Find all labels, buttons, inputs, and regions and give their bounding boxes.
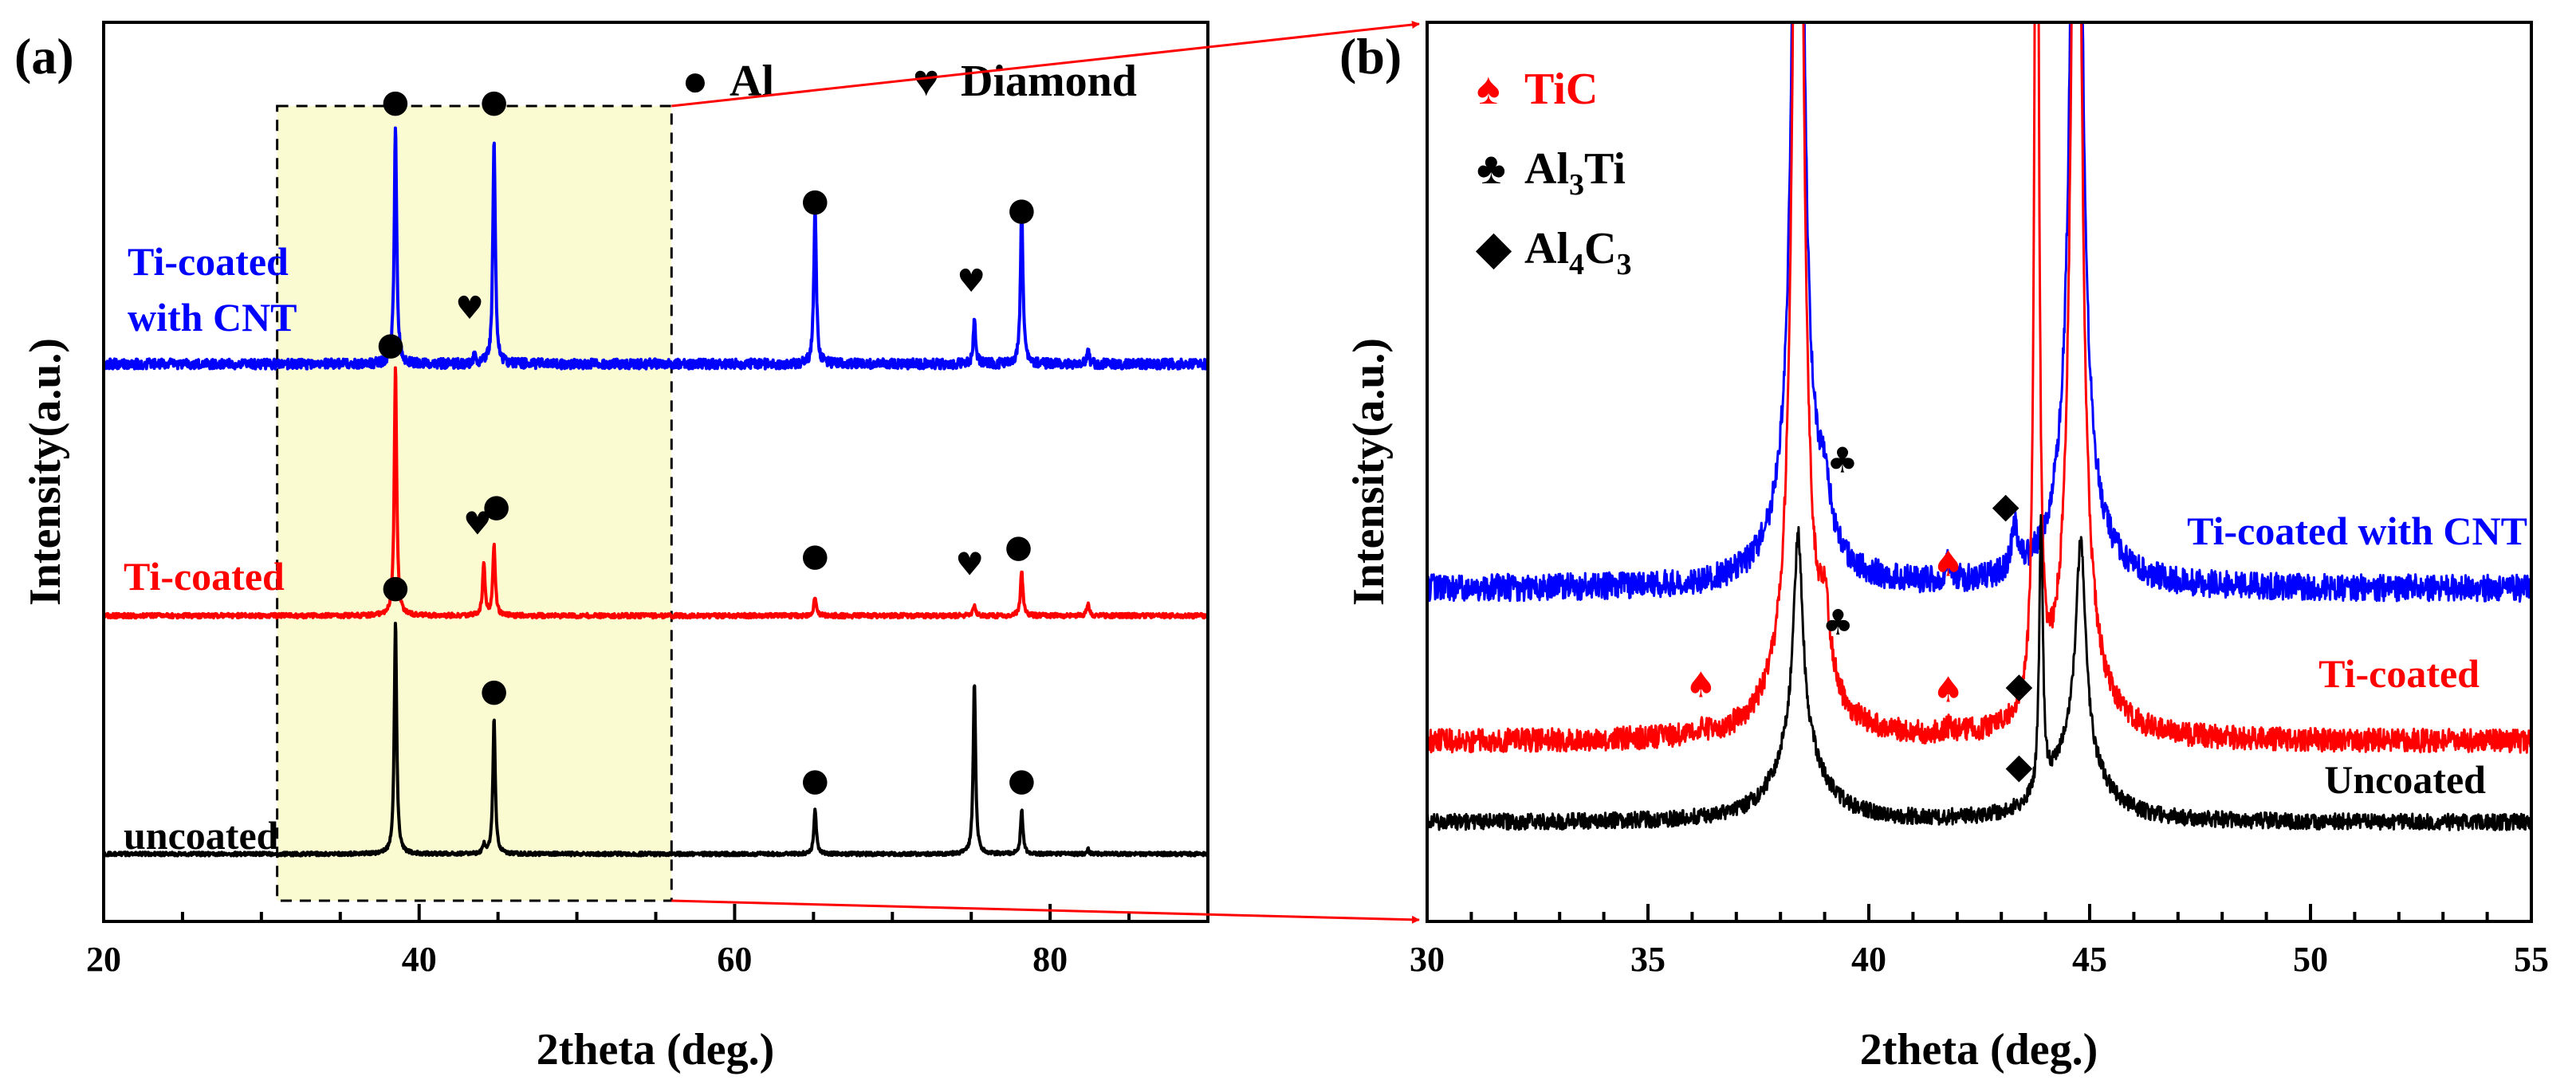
peak-marker-al-dot: ● [480,84,508,120]
plot-frame-b [1426,21,2533,923]
trace-uncoated [1427,513,2531,831]
x-tick-label: 30 [1410,940,1445,979]
peak-marker-al-dot: ● [482,488,510,524]
peak-marker-al3ti-club: ♣ [1827,441,1858,481]
series-label-uncoated-a: uncoated [124,813,279,858]
zoom-region-highlight [276,104,673,902]
trace-ti-coated [1427,22,2531,754]
peak-marker-diamond-heart: ♥ [955,546,984,583]
peak-marker-al-dot: ● [382,84,410,120]
legend-al4c3-label: Al4C3 [1524,224,1631,281]
legend-al3ti-label: Al3Ti [1524,144,1626,202]
peak-marker-al-dot: ● [480,672,508,709]
peak-marker-tic-spade: ♠ [1685,666,1717,706]
legend-al-symbol: ● [682,57,709,106]
x-tick-label: 80 [1032,940,1068,979]
legend-al3ti-symbol: ♣ [1477,144,1506,194]
peak-marker-al-dot: ● [1005,528,1032,565]
trace-ti-coated-with-cnt [1427,22,2531,603]
peak-marker-tic-spade: ♠ [1933,544,1964,584]
peak-marker-al4c3-diamond: ◆ [2005,746,2032,787]
x-axis-title-a: 2theta (deg.) [537,1025,775,1074]
peak-marker-al-dot: ● [1008,191,1036,228]
x-tick-label: 35 [1630,940,1666,979]
trace-uncoated [104,622,1208,858]
peak-marker-al-dot: ● [801,537,829,574]
peak-marker-diamond-heart: ♥ [957,263,985,300]
legend-al4c3-base: Al [1524,224,1569,273]
trace-ti-coated [104,366,1208,620]
x-tick-label: 20 [86,940,121,979]
panel-label-a: (a) [14,28,74,84]
legend-al4c3-rest: C [1584,224,1616,273]
x-axis-title-b: 2theta (deg.) [1860,1025,2098,1074]
legend-diamond-symbol: ♥ [913,57,939,106]
legend-b: ♠ TiC ♣ Al3Ti ◆ Al4C3 [1475,65,1631,281]
panel-a: ●♥●●♥●●♥●● ♥ ●●●● ● 20 40 60 80 (a) ● Al ♥ Dia… [14,21,1209,1074]
legend-al3ti-sub1: 3 [1569,168,1584,202]
zoom-arrow-top [671,21,1420,108]
panel-label-b: (b) [1339,28,1402,84]
peak-marker-diamond-heart: ♥ [463,506,492,543]
peak-marker-al4c3-diamond: ◆ [2005,666,2032,706]
peak-marker-al-dot: ● [801,183,829,219]
legend-tic-label: TiC [1524,65,1598,114]
x-tick-label: 45 [2072,940,2107,979]
peak-marker-diamond-heart: ♥ [455,290,484,327]
peak-marker-al3ti-club: ♣ [1822,603,1853,643]
y-axis-title-a: Intensity(a.u.) [21,338,70,606]
x-tick-label: 60 [717,940,752,979]
legend-al3ti-base: Al [1524,144,1569,194]
legend-al4c3-symbol: ◆ [1475,224,1512,273]
series-label-ti-coated-a: Ti-coated [124,554,285,599]
x-tick-label: 55 [2514,940,2549,979]
x-tick-label: 40 [402,940,437,979]
series-label-ti-cnt-b: Ti-coated with CNT [2187,509,2527,553]
series-label-uncoated-b: Uncoated [2324,757,2486,802]
series-label-ti-cnt-line1: Ti-coated [128,239,289,284]
peak-marker-al-dot: ● [382,569,410,606]
legend-al4c3-sub2: 3 [1616,248,1631,281]
peak-marker-al-dot: ● [801,762,829,799]
peak-marker-al-dot: ● [1008,762,1036,799]
legend-tic-symbol: ♠ [1477,65,1500,114]
x-tick-label: 50 [2293,940,2328,979]
legend-al4c3-sub1: 4 [1569,248,1584,281]
series-label-ti-cnt-line2: with CNT [128,295,297,340]
peak-marker-tic-spade: ♠ [1933,670,1964,710]
panel-b: ♣♠◆♣♠ ♠ ◆◆ 30 35 40 45 50 55 (b) ♠ TiC ♣ Al3Ti … [1339,21,2549,1074]
x-tick-label: 40 [1851,940,1886,979]
peak-marker-al-dot: ● [377,326,405,363]
legend-al3ti-rest: Ti [1584,144,1626,194]
y-axis-title-b: Intensity(a.u.) [1344,338,1394,606]
series-label-ti-coated-b: Ti-coated [2318,651,2480,696]
peak-marker-al4c3-diamond: ◆ [1992,485,2020,526]
trace-ti-coated-with-cnt [104,126,1208,371]
zoom-arrow-bottom [671,899,1420,924]
